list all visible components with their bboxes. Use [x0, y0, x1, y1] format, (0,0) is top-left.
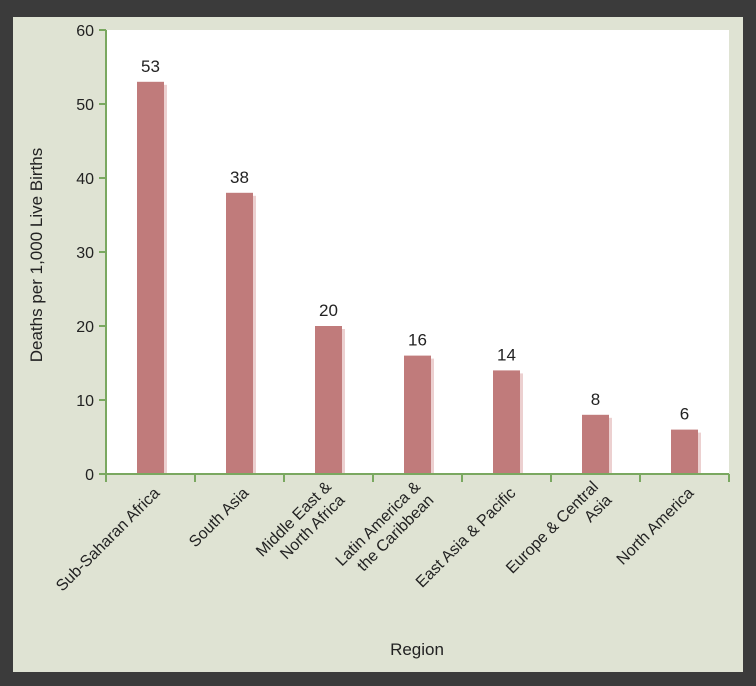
x-tick-label: Latin America &the Caribbean	[333, 478, 438, 583]
x-ticks-group	[105, 474, 730, 482]
svg-text:North America: North America	[614, 485, 698, 569]
data-label: 38	[230, 168, 249, 187]
bar	[404, 355, 431, 474]
y-tick-label: 40	[76, 171, 94, 188]
x-tick-label: Europe & CentralAsia	[503, 478, 615, 590]
x-axis-title: Region	[390, 640, 444, 659]
svg-text:Europe & CentralAsia: Europe & CentralAsia	[503, 478, 615, 590]
bars-group	[137, 81, 701, 475]
data-label: 14	[497, 345, 516, 364]
y-tick-label: 60	[76, 23, 94, 40]
svg-text:South Asia: South Asia	[186, 485, 252, 551]
bar	[137, 81, 164, 475]
bar	[493, 370, 520, 474]
y-ticks-group: 0 10 20 30 40 50 60	[76, 23, 106, 484]
data-label: 6	[680, 405, 689, 424]
bar-chart: 53 38 20 16 14 8 6 0 10 20 30 40 50 60 Sub-Saharan A…	[27, 23, 730, 659]
y-tick-label: 30	[76, 245, 94, 262]
x-tick-label: North America	[614, 485, 698, 569]
data-label: 53	[141, 57, 160, 76]
chart-frame: 53 38 20 16 14 8 6 0 10 20 30 40 50 60 Sub-Saharan A…	[13, 17, 743, 672]
x-tick-label: South Asia	[186, 485, 252, 551]
y-tick-label: 20	[76, 319, 94, 336]
data-labels-group: 53 38 20 16 14 8 6	[141, 57, 689, 424]
bar	[671, 429, 698, 474]
y-tick-label: 0	[85, 467, 94, 484]
bar	[315, 326, 342, 474]
bar	[582, 414, 609, 474]
data-label: 20	[319, 301, 338, 320]
y-axis-title: Deaths per 1,000 Live Births	[27, 148, 46, 363]
bar	[226, 192, 253, 475]
x-tick-labels-group: Sub-Saharan Africa South Asia Middle East …	[53, 478, 697, 595]
svg-text:Sub-Saharan Africa: Sub-Saharan Africa	[53, 485, 163, 595]
data-label: 8	[591, 390, 600, 409]
data-label: 16	[408, 331, 427, 350]
svg-text:Latin America &the Caribbean: Latin America &the Caribbean	[333, 478, 438, 583]
y-tick-label: 50	[76, 97, 94, 114]
x-tick-label: Sub-Saharan Africa	[53, 485, 163, 595]
y-tick-label: 10	[76, 393, 94, 410]
